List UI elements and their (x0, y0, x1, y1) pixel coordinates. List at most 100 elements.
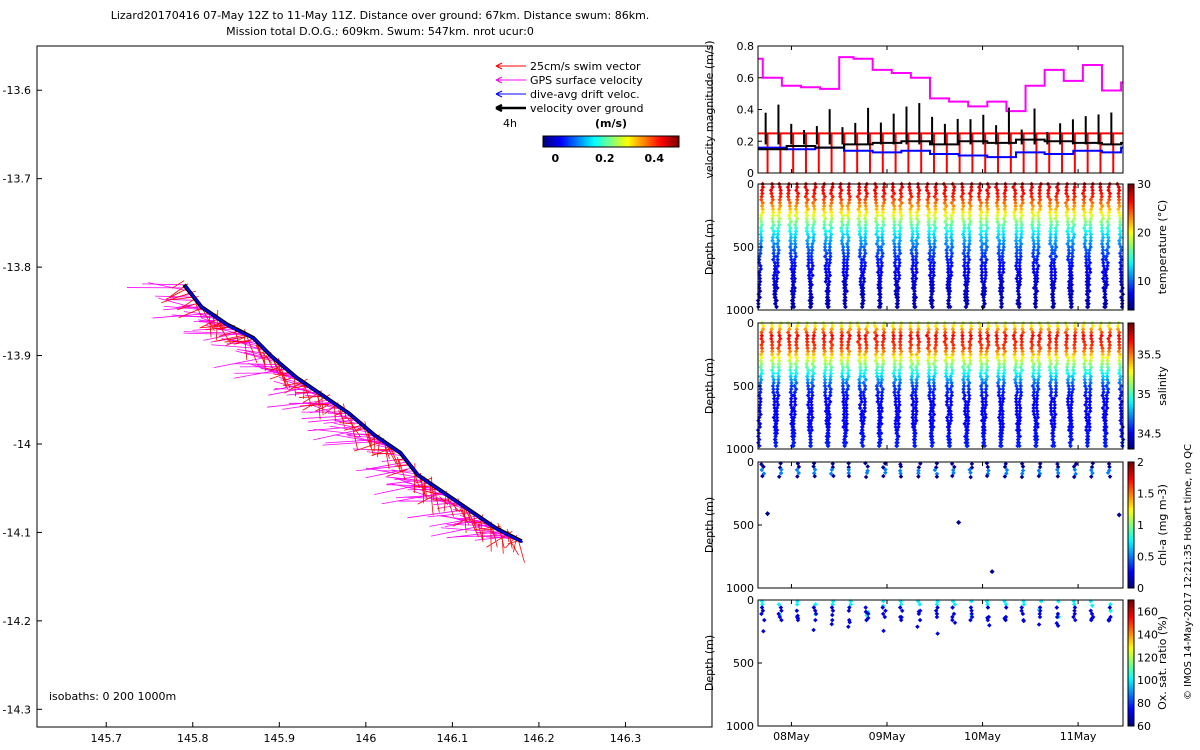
isobath-label: isobaths: 0 200 1000m (49, 690, 176, 703)
swim-arrow (394, 464, 407, 467)
section-point (997, 263, 1003, 269)
section-point (912, 291, 917, 297)
gps-arrow (391, 469, 418, 475)
section-point (997, 269, 1002, 275)
legend-label: velocity over ground (530, 102, 643, 115)
section-point (1029, 222, 1035, 228)
velocity-series-line (758, 138, 1123, 151)
map-colorbar-label: (m/s) (595, 117, 627, 130)
section-point (999, 304, 1004, 310)
swim-arrow (199, 319, 216, 329)
swim-arrow (430, 476, 435, 501)
section-colorbar-tick-label: 34.5 (1137, 427, 1162, 440)
section-point (793, 254, 799, 259)
section-point (821, 336, 826, 342)
section-point (789, 276, 795, 281)
section-point (891, 355, 897, 360)
swim-arrow (178, 306, 204, 319)
section-point (898, 358, 903, 364)
section-point (830, 617, 835, 623)
section-point (983, 273, 988, 278)
section-point (1030, 232, 1036, 237)
section-point (841, 257, 847, 262)
section-point (843, 298, 848, 303)
map-colorbar-cell (552, 136, 555, 147)
section-point (1051, 263, 1057, 269)
section-point (775, 254, 780, 259)
section-point (915, 333, 920, 338)
swim-arrow (200, 325, 223, 329)
section-point (930, 282, 936, 288)
section-point (790, 295, 796, 300)
section-point (791, 291, 796, 297)
section-point (790, 298, 796, 303)
swim-arrow (417, 490, 444, 505)
section-point (1002, 206, 1007, 212)
section-point (967, 213, 973, 218)
section-point (983, 260, 988, 266)
section-point (808, 269, 814, 275)
section-outlier (1116, 512, 1122, 518)
section-point (897, 260, 902, 266)
section-point (979, 266, 984, 272)
swim-arrow (224, 340, 250, 343)
section-point (982, 263, 988, 269)
section-point (1036, 213, 1041, 218)
section-point (892, 383, 897, 389)
section-point (987, 623, 992, 628)
section-point (947, 285, 952, 291)
section-point (841, 260, 846, 266)
map-colorbar-cell (611, 136, 614, 147)
section-point (879, 269, 884, 275)
section-point (1072, 323, 1077, 329)
section-point (1082, 345, 1087, 351)
swim-arrow (205, 326, 233, 331)
section-point (1038, 203, 1043, 209)
depth-tick-label: 1000 (726, 720, 754, 733)
section-point (825, 304, 831, 310)
section-point (1037, 191, 1042, 196)
section-point (1017, 279, 1023, 284)
section-point (949, 216, 954, 221)
section-point (822, 393, 828, 398)
depth-tick-label: 1000 (726, 443, 754, 456)
section-point (881, 330, 887, 335)
section-point (773, 291, 778, 297)
section-point (1072, 467, 1078, 473)
map-colorbar-cell (570, 136, 573, 147)
section-point (773, 288, 778, 294)
map-colorbar-tick-label: 0.4 (645, 152, 665, 165)
map-colorbar-cell (631, 136, 635, 147)
section-point (1035, 241, 1041, 247)
section-point (927, 383, 932, 389)
gps-arrow (430, 523, 491, 537)
section-point (950, 605, 955, 610)
section-colorbar-tick-label: 2 (1137, 456, 1144, 469)
gps-arrow (148, 282, 190, 292)
section-point (1052, 279, 1057, 284)
section-point (823, 266, 828, 272)
map-colorbar-cell (635, 136, 639, 147)
gps-arrow (308, 417, 355, 423)
map-colorbar-cell (649, 136, 653, 147)
section-point (1031, 241, 1037, 247)
depth-tick-label: 1000 (726, 304, 754, 317)
section-point (1030, 251, 1036, 256)
section-point (862, 260, 868, 266)
section-point (965, 260, 971, 266)
section-point (1072, 203, 1077, 209)
section-point (896, 269, 901, 275)
section-point (895, 288, 901, 294)
section-point (757, 295, 763, 300)
section-point (1017, 266, 1023, 272)
section-point (962, 288, 968, 294)
gps-arrow (193, 319, 221, 322)
section-point (984, 219, 990, 225)
section-point (826, 263, 832, 269)
depth-tick-label: 0 (747, 594, 754, 607)
section-point (843, 295, 848, 300)
map-colorbar-cell (658, 136, 662, 147)
section-colorbar-tick-label: 120 (1137, 651, 1158, 664)
gps-arrow (313, 428, 376, 437)
section-point (841, 269, 846, 275)
